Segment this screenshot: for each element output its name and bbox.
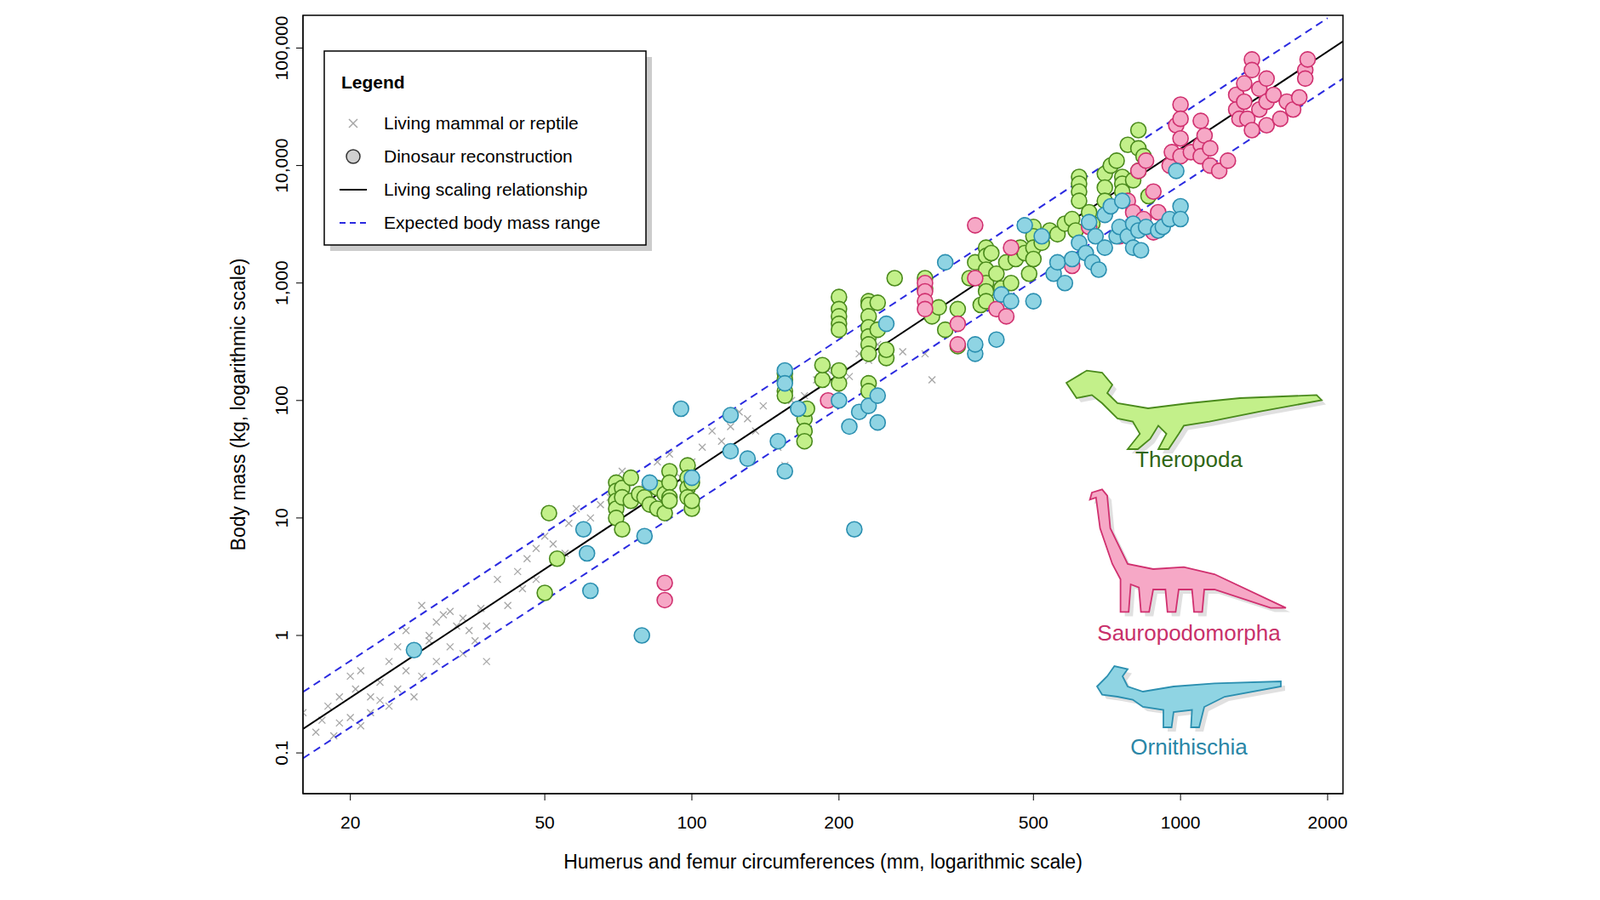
svg-text:Legend: Legend [341,72,406,92]
svg-text:Expected body mass range: Expected body mass range [383,212,600,233]
svg-text:Living scaling relationship: Living scaling relationship [383,179,588,200]
svg-text:500: 500 [1018,812,1049,833]
svg-text:50: 50 [534,812,555,833]
svg-text:10: 10 [271,508,292,528]
svg-text:100: 100 [676,812,707,833]
svg-text:Ornithischia: Ornithischia [1130,734,1248,760]
svg-text:10,000: 10,000 [271,137,292,193]
svg-text:20: 20 [340,812,360,833]
svg-text:1000: 1000 [1160,812,1201,833]
svg-text:Sauropodomorpha: Sauropodomorpha [1097,620,1281,646]
svg-text:Body mass (kg, logarithmic sca: Body mass (kg, logarithmic scale) [227,258,250,552]
svg-text:100,000: 100,000 [271,16,292,81]
svg-text:1: 1 [271,630,292,641]
svg-text:0.1: 0.1 [271,741,292,766]
svg-text:1,000: 1,000 [271,260,292,306]
svg-text:2000: 2000 [1308,812,1349,833]
svg-text:100: 100 [271,385,292,416]
svg-text:Living mammal or reptile: Living mammal or reptile [383,113,579,133]
svg-text:Dinosaur reconstruction: Dinosaur reconstruction [383,146,573,166]
svg-text:Humerus and femur circumferenc: Humerus and femur circumferences (mm, lo… [563,851,1083,874]
svg-text:200: 200 [823,812,854,833]
svg-text:Theropoda: Theropoda [1135,446,1243,473]
